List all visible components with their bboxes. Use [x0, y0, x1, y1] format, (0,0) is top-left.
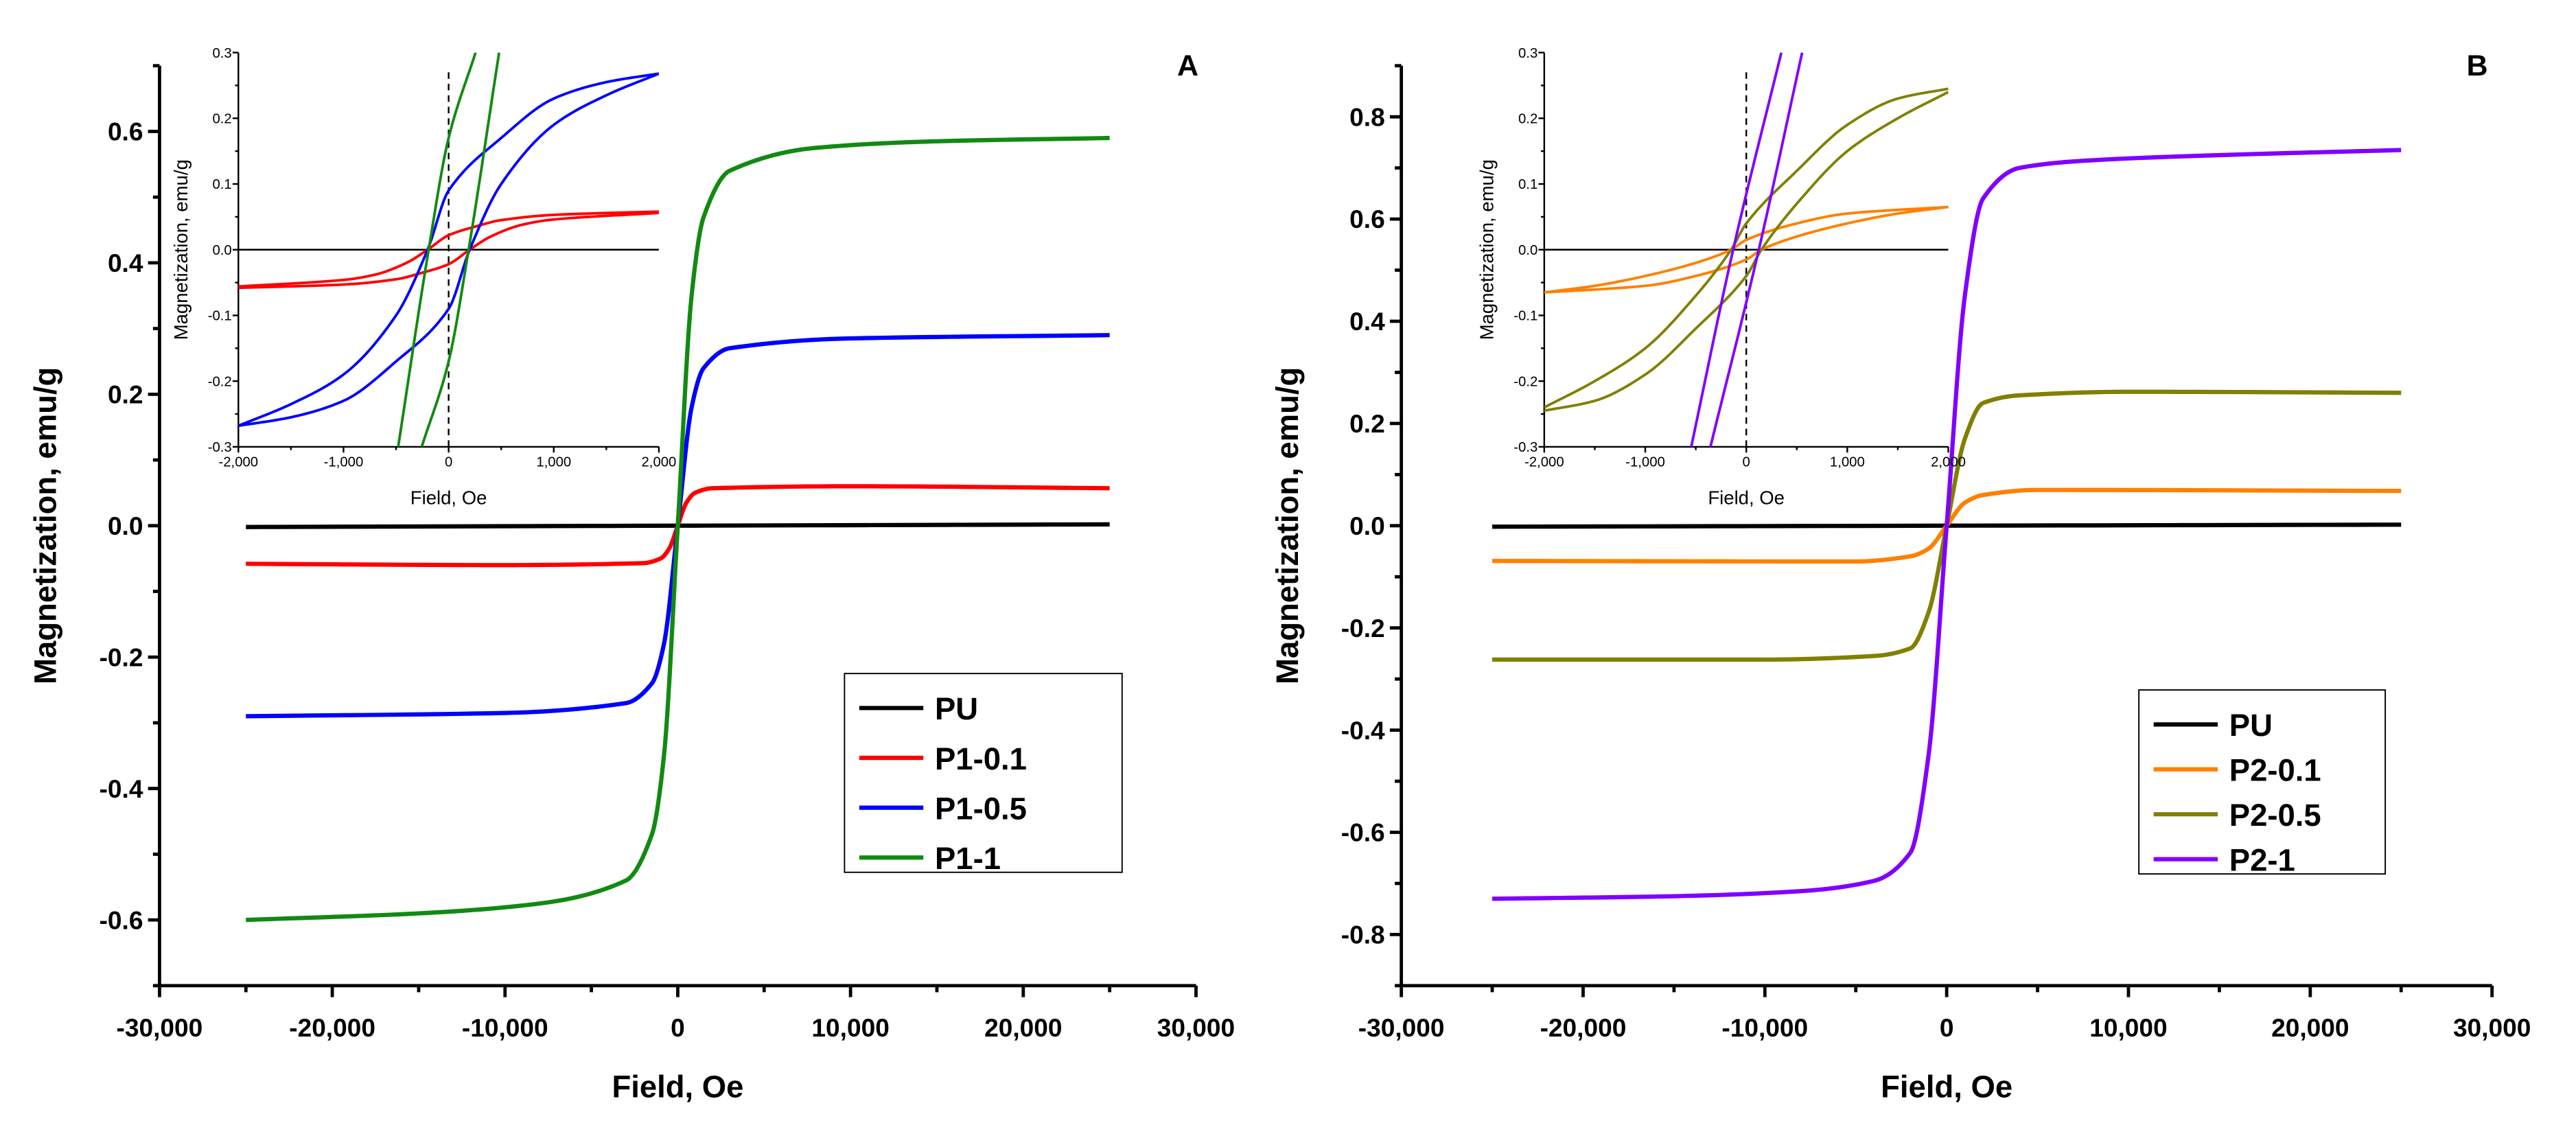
panel-b: -30,000 -20,000 -10,000 0 10,000 20,000 30,000…: [1270, 46, 2531, 1104]
legend-label: P1-1: [935, 841, 1001, 876]
y-tick-label: -0.8: [1341, 921, 1385, 949]
y-tick-label: -0.2: [100, 643, 143, 671]
y-tick-label: -0.2: [1341, 614, 1385, 643]
inset-x-tick-label: 0: [1743, 455, 1750, 470]
inset-y-tick-label: 0.2: [212, 111, 231, 126]
inset-y-axis-title: Magnetization, emu/g: [170, 159, 192, 340]
inset-y-tick-label: -0.1: [1513, 309, 1538, 324]
x-tick-label: 30,000: [2453, 1013, 2531, 1042]
inset-x-tick-label: 2,000: [642, 455, 677, 470]
inset-x-axis-title: Field, Oe: [1708, 487, 1785, 509]
series-line-p2-1: [1492, 148, 2402, 901]
inset-y-tick-label: 0.1: [1518, 177, 1538, 192]
inset-x-tick-label: 1,000: [536, 455, 571, 470]
x-tick-label: 30,000: [1157, 1013, 1235, 1042]
inset-x-tick-label: -2,000: [218, 455, 258, 470]
panel-letter: B: [2467, 49, 2488, 82]
inset-plot: -2,000 -1,000 0 1,000 2,000 -0.3 -0.2 -0.1 0.0 0.…: [1476, 46, 1966, 509]
legend-label: P2-1: [2229, 842, 2295, 877]
y-tick-label: 0.4: [108, 248, 143, 277]
legend-box: [2138, 689, 2387, 875]
inset-series-p1-1-branch-ascending: [420, 52, 501, 447]
y-tick-label: 0.2: [1349, 409, 1385, 438]
inset-y-tick-label: 0.1: [212, 177, 231, 192]
inset-series-p2-1-branch-descending: [1690, 52, 1783, 447]
x-tick-label: 0: [671, 1013, 685, 1042]
x-tick-label: 20,000: [2271, 1013, 2349, 1042]
y-tick-label: 0.4: [1349, 307, 1385, 336]
inset-y-tick-label: 0.3: [1518, 46, 1538, 61]
y-tick-label: -0.6: [100, 905, 143, 934]
y-tick-label: 0.6: [1349, 205, 1385, 233]
x-tick-label: -10,000: [462, 1013, 548, 1042]
inset-series-p1-1-branch-descending: [397, 52, 477, 447]
series-line-p1-1: [246, 135, 1110, 923]
inset-series-p1-0_5-branch-ascending: [238, 72, 659, 428]
x-axis-title: Field, Oe: [612, 1069, 743, 1104]
y-tick-label: -0.4: [100, 774, 143, 803]
inset-series-p1-0_1-branch-ascending: [238, 211, 659, 290]
x-tick-label: -30,000: [117, 1013, 203, 1042]
inset-x-axis-title: Field, Oe: [410, 487, 487, 509]
inset-x-tick-label: 1,000: [1830, 455, 1865, 470]
inset-plot: -2,000 -1,000 0 1,000 2,000 -0.3 -0.2 -0.1 0.0 0.…: [170, 46, 676, 509]
inset-series-group: [1544, 52, 1949, 447]
x-tick-label: 10,000: [811, 1013, 889, 1042]
legend-label: P1-0.1: [935, 741, 1027, 776]
legend-label: P2-0.1: [2229, 753, 2321, 788]
inset-x-tick-label: 2,000: [1931, 455, 1966, 470]
x-tick-label: -30,000: [1358, 1013, 1445, 1042]
x-tick-label: -20,000: [1540, 1013, 1627, 1042]
y-tick-label: -0.4: [1341, 716, 1385, 745]
inset-y-tick-label: -0.2: [1513, 374, 1538, 389]
inset-series-p1-0_5-branch-descending: [238, 72, 659, 428]
inset-y-tick-label: -0.1: [208, 309, 232, 324]
legend-label: PU: [935, 691, 978, 726]
y-tick-label: -0.6: [1341, 818, 1385, 847]
inset-y-tick-label: 0.0: [212, 243, 231, 258]
legend-label: P1-0.5: [935, 791, 1027, 826]
y-tick-label: 0.6: [108, 117, 143, 146]
y-tick-label: 0.0: [1349, 511, 1385, 540]
inset-series-group: [238, 52, 659, 447]
inset-y-axis-title: Magnetization, emu/g: [1476, 159, 1498, 340]
inset-y-tick-label: -0.3: [1513, 440, 1538, 455]
y-axis-title: Magnetization, emu/g: [28, 367, 63, 684]
legend-label: P2-0.5: [2229, 798, 2321, 833]
panel-a: -30,000 -20,000 -10,000 0 10,000 20,000 30,000…: [28, 46, 1235, 1104]
inset-y-tick-label: 0.2: [1518, 111, 1538, 126]
inset-x-tick-label: -1,000: [324, 455, 364, 470]
inset-x-tick-label: -1,000: [1625, 455, 1665, 470]
inset-y-tick-label: -0.3: [208, 440, 232, 455]
inset-y-tick-label: 0.3: [212, 46, 231, 61]
legend-label: PU: [2229, 708, 2273, 743]
y-tick-label: 0.8: [1349, 102, 1385, 131]
inset-y-tick-label: 0.0: [1518, 243, 1538, 258]
inset-series-p2-1-branch-ascending: [1709, 52, 1804, 447]
inset-series-p1-0_1-branch-descending: [238, 210, 659, 288]
inset-x-tick-label: 0: [445, 455, 452, 470]
x-tick-label: -20,000: [289, 1013, 375, 1042]
y-tick-label: 0.0: [108, 511, 143, 540]
inset-x-tick-label: -2,000: [1524, 455, 1564, 470]
inset-y-tick-label: -0.2: [208, 374, 232, 389]
x-tick-label: 20,000: [984, 1013, 1062, 1042]
panel-letter: A: [1177, 49, 1198, 82]
y-axis-title: Magnetization, emu/g: [1270, 367, 1305, 684]
x-axis-title: Field, Oe: [1881, 1069, 2012, 1104]
legend: PU P2-0.1 P2-0.5 P2-1: [2138, 689, 2387, 877]
legend: PU P1-0.1 P1-0.5 P1-1: [844, 673, 1123, 876]
inset-series-p2-0_5-branch-descending: [1544, 87, 1949, 409]
x-tick-label: -10,000: [1721, 1013, 1808, 1042]
x-tick-label: 0: [1940, 1013, 1954, 1042]
y-tick-label: 0.2: [108, 380, 143, 409]
x-tick-label: 10,000: [2089, 1013, 2167, 1042]
inset-series-p2-0_5-branch-ascending: [1544, 91, 1949, 413]
